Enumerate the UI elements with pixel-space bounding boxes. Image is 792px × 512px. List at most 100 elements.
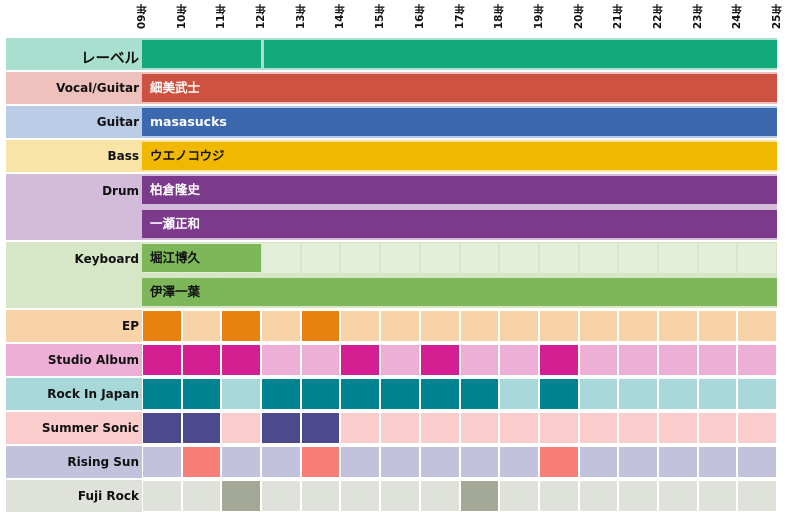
event-cell-active	[182, 345, 221, 375]
member-name-label: ウエノコウジ	[150, 148, 225, 163]
row-label-yearly: Summer Sonic	[41, 421, 139, 435]
event-cell	[579, 379, 618, 409]
event-cell-active	[222, 311, 261, 341]
event-cell	[619, 413, 657, 443]
grid-cell	[658, 243, 697, 273]
row-label-vocal: Vocal/Guitar	[56, 81, 139, 95]
event-cell	[619, 311, 657, 341]
row-label-bass: Bass	[107, 149, 139, 163]
event-cell	[460, 413, 499, 443]
event-cell	[619, 481, 657, 511]
event-cell	[420, 481, 459, 511]
event-cell-active	[301, 311, 340, 341]
event-cell	[658, 413, 697, 443]
event-cell	[658, 447, 697, 477]
event-cell-active	[460, 481, 499, 511]
event-cell	[539, 413, 578, 443]
event-cell-active	[381, 379, 419, 409]
event-cell	[500, 447, 538, 477]
year-tick-label: 19年	[532, 4, 545, 30]
row-label-guitar: Guitar	[96, 115, 139, 129]
grid-cell	[738, 243, 776, 273]
year-tick-label: 25年	[771, 4, 783, 30]
event-cell	[698, 481, 737, 511]
row-label-cell	[6, 310, 142, 342]
event-cell	[579, 447, 618, 477]
event-cell	[579, 413, 618, 443]
event-cell	[420, 413, 459, 443]
member-name-label: 堀江博久	[150, 250, 201, 265]
event-cell	[738, 379, 776, 409]
event-cell	[738, 345, 776, 375]
event-cell	[738, 447, 776, 477]
event-cell	[301, 481, 340, 511]
event-cell	[698, 379, 737, 409]
event-cell	[500, 379, 538, 409]
event-cell	[698, 345, 737, 375]
event-cell-active	[301, 379, 340, 409]
event-cell-active	[143, 379, 181, 409]
member-bar	[142, 40, 262, 68]
event-cell	[341, 481, 380, 511]
grid-cell	[619, 243, 657, 273]
year-tick-label: 09年	[136, 4, 148, 30]
row-label-cell	[6, 412, 142, 444]
event-cell	[500, 481, 538, 511]
grid-cell	[301, 243, 340, 273]
grid-cell	[500, 243, 538, 273]
event-cell-active	[182, 379, 221, 409]
row-label-keyboard: Keyboard	[74, 252, 140, 266]
grid-cell	[460, 243, 499, 273]
event-cell-active	[460, 379, 499, 409]
grid-cell	[698, 243, 737, 273]
event-cell	[500, 413, 538, 443]
event-cell	[579, 345, 618, 375]
event-cell-active	[143, 413, 181, 443]
event-cell	[460, 447, 499, 477]
year-tick-label: 17年	[453, 4, 466, 30]
year-tick-label: 16年	[413, 4, 426, 30]
event-cell	[500, 311, 538, 341]
event-cell	[698, 413, 737, 443]
row-label-cell	[6, 480, 142, 512]
grid-cell	[341, 243, 380, 273]
grid-cell	[539, 243, 578, 273]
year-tick-label: 15年	[374, 4, 387, 30]
year-tick-label: 20年	[572, 4, 585, 30]
year-tick-label: 23年	[691, 4, 704, 30]
event-cell	[222, 379, 261, 409]
event-cell	[262, 481, 300, 511]
event-cell-active	[143, 345, 181, 375]
member-bar	[264, 40, 777, 68]
row-label-yearly: Rising Sun	[67, 455, 139, 469]
year-tick-label: 24年	[731, 4, 744, 30]
member-name-label: 柏倉隆史	[150, 182, 201, 197]
event-cell	[698, 311, 737, 341]
event-cell-active	[420, 379, 459, 409]
grid-cell	[381, 243, 419, 273]
member-name-label: 細美武士	[150, 80, 201, 95]
member-name-label: masasucks	[150, 114, 227, 129]
event-cell-active	[539, 447, 578, 477]
event-cell	[460, 345, 499, 375]
event-cell	[222, 447, 261, 477]
event-cell	[420, 311, 459, 341]
row-label-yearly: Rock In Japan	[47, 387, 139, 401]
event-cell	[381, 345, 419, 375]
event-cell	[658, 345, 697, 375]
event-cell	[619, 447, 657, 477]
row-label-drum: Drum	[102, 184, 139, 198]
year-tick-label: 18年	[493, 4, 506, 30]
event-cell-active	[182, 447, 221, 477]
event-cell-active	[539, 379, 578, 409]
event-cell	[143, 447, 181, 477]
event-cell-active	[182, 413, 221, 443]
event-cell	[381, 447, 419, 477]
event-cell	[262, 345, 300, 375]
event-cell	[182, 481, 221, 511]
event-cell	[143, 481, 181, 511]
row-label-yearly: Studio Album	[47, 353, 139, 367]
event-cell-active	[222, 481, 261, 511]
event-cell	[579, 481, 618, 511]
